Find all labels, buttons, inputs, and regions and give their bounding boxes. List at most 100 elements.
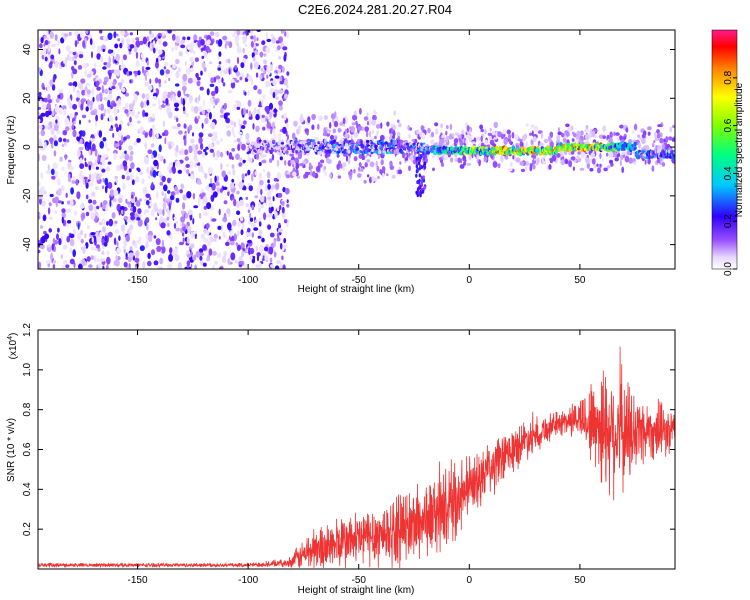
heatmap-cell xyxy=(319,159,325,164)
heatmap-cell xyxy=(109,128,114,132)
heatmap-cell xyxy=(161,175,166,183)
heatmap-cell xyxy=(236,138,241,142)
heatmap-cell xyxy=(380,159,384,166)
heatmap-cell xyxy=(202,244,207,251)
heatmap-cell xyxy=(213,238,217,242)
heatmap-cell xyxy=(317,123,320,130)
heatmap-cell xyxy=(521,134,527,142)
heatmap-cell xyxy=(389,133,393,140)
heatmap-cell xyxy=(137,219,143,227)
heatmap-cell xyxy=(194,264,198,269)
heatmap-cell xyxy=(203,205,207,210)
heatmap-cell xyxy=(321,145,325,149)
heatmap-cell xyxy=(145,93,150,101)
heatmap-cell xyxy=(128,51,132,55)
heatmap-cell xyxy=(269,64,274,72)
heatmap-cell xyxy=(276,260,281,264)
heatmap-cell xyxy=(638,142,641,149)
heatmap-cell xyxy=(99,161,102,165)
heatmap-cell xyxy=(218,208,221,216)
heatmap-cell xyxy=(103,108,107,114)
heatmap-cell xyxy=(86,73,92,78)
heatmap-cell xyxy=(247,209,251,213)
heatmap-cell xyxy=(327,130,330,134)
heatmap-cell xyxy=(61,216,64,224)
heatmap-cell xyxy=(202,169,205,175)
heatmap-cell xyxy=(166,216,170,221)
heatmap-cell xyxy=(101,85,104,92)
heatmap-cell xyxy=(361,153,365,161)
heatmap-cell xyxy=(64,154,67,161)
heatmap-cell xyxy=(415,156,418,161)
heatmap-cell xyxy=(250,62,253,70)
heatmap-cell xyxy=(175,35,180,44)
heatmap-cell xyxy=(69,124,72,132)
heatmap-cell xyxy=(87,99,90,107)
heatmap-cell xyxy=(219,114,225,118)
heatmap-cell xyxy=(118,98,121,105)
heatmap-cell xyxy=(416,168,419,173)
heatmap-cell xyxy=(265,201,268,207)
heatmap-cell xyxy=(400,150,404,154)
heatmap-cell xyxy=(149,43,152,51)
heatmap-cell xyxy=(272,121,275,129)
heatmap-cell xyxy=(96,258,101,263)
heatmap-cell xyxy=(350,135,353,140)
heatmap-cell xyxy=(104,185,108,194)
heatmap-cell xyxy=(611,133,614,137)
heatmap-cell xyxy=(372,115,375,120)
x-tick-label: -50 xyxy=(351,275,366,286)
heatmap-cell xyxy=(651,155,655,158)
heatmap-cell xyxy=(286,199,289,204)
heatmap-cell xyxy=(606,152,609,157)
heatmap-cell xyxy=(479,124,483,130)
heatmap-cell xyxy=(80,169,83,176)
heatmap-cell xyxy=(192,78,197,83)
heatmap-cell xyxy=(514,134,519,141)
heatmap-cell xyxy=(233,198,237,207)
heatmap-cell xyxy=(114,43,119,49)
heatmap-cell xyxy=(364,126,370,132)
heatmap-cell xyxy=(114,220,118,224)
heatmap-cell xyxy=(61,234,64,242)
heatmap-cell xyxy=(94,171,97,177)
heatmap-cell xyxy=(276,207,280,212)
heatmap-cell xyxy=(95,75,99,79)
heatmap-cell xyxy=(116,33,119,37)
heatmap-cell xyxy=(79,163,85,170)
heatmap-cell xyxy=(175,220,179,225)
heatmap-cell xyxy=(184,156,189,161)
heatmap-cell xyxy=(74,111,79,116)
heatmap-cell xyxy=(73,229,76,235)
heatmap-cell xyxy=(78,146,84,151)
heatmap-cell xyxy=(46,30,49,37)
heatmap-cell xyxy=(531,154,537,159)
heatmap-cell xyxy=(102,137,107,142)
heatmap-cell xyxy=(171,141,175,147)
heatmap-cell xyxy=(145,240,149,249)
heatmap-cell xyxy=(106,106,111,114)
heatmap-cell xyxy=(106,147,111,152)
heatmap-cell xyxy=(192,218,195,225)
heatmap-cell xyxy=(240,133,243,140)
heatmap-cell xyxy=(183,166,187,172)
heatmap-cell xyxy=(158,171,162,176)
heatmap-cell xyxy=(236,56,240,65)
heatmap-cell xyxy=(443,139,449,143)
heatmap-cell xyxy=(46,244,52,248)
heatmap-cell xyxy=(125,201,132,205)
heatmap-cell xyxy=(185,113,189,118)
heatmap-cell xyxy=(114,123,119,128)
heatmap-cell xyxy=(81,89,86,96)
heatmap-cell xyxy=(363,179,367,184)
heatmap-cell xyxy=(232,219,237,227)
heatmap-cell xyxy=(617,147,621,152)
heatmap-cell xyxy=(240,62,245,69)
heatmap-cell xyxy=(219,188,223,193)
heatmap-cell xyxy=(113,152,117,160)
heatmap-cell xyxy=(80,31,83,39)
heatmap-cell xyxy=(323,165,327,171)
y-tick-label: 0.2 xyxy=(22,522,33,536)
heatmap-cell xyxy=(186,236,190,244)
heatmap-cell xyxy=(379,134,385,141)
